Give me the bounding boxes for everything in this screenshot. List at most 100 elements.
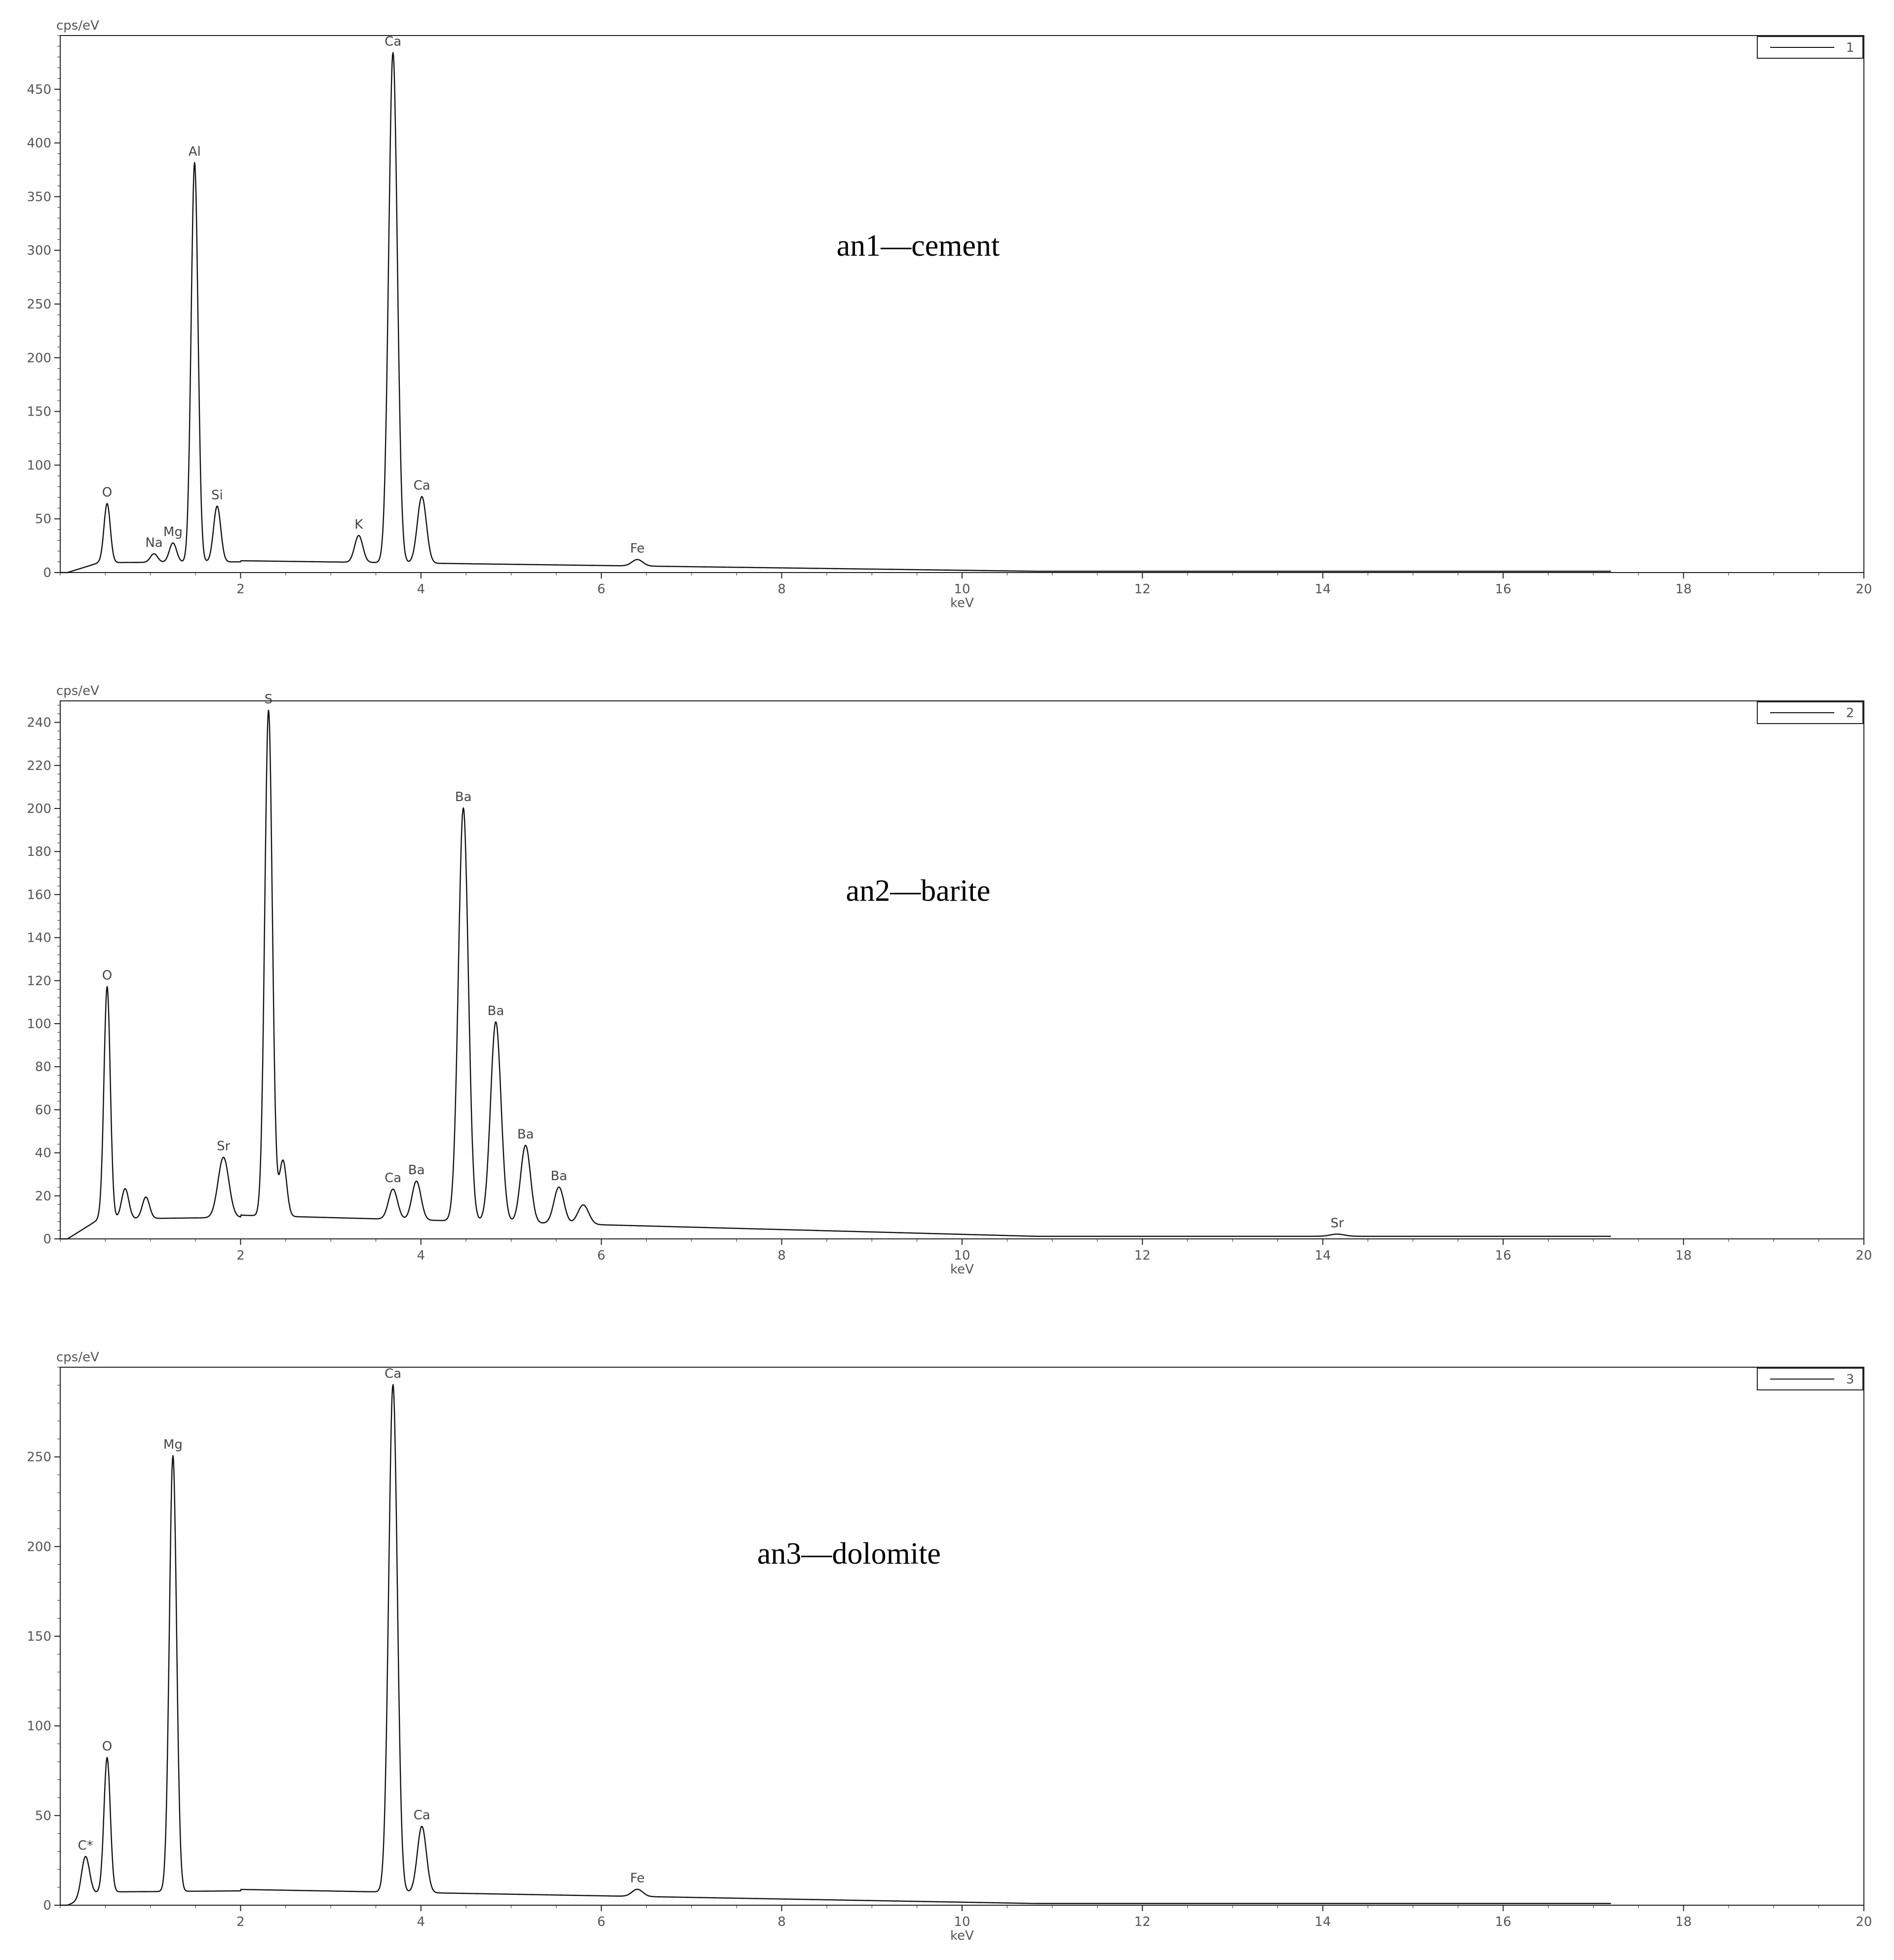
panel-2-y-tick-label: 180 <box>27 845 51 859</box>
panel-2-x-tick-label: 6 <box>597 1248 606 1263</box>
panel-1-sample-title: an1—cement <box>837 229 1000 263</box>
panel-3-y-tick-label: 100 <box>27 1719 51 1734</box>
panel-3-peak-label: O <box>102 1739 112 1754</box>
panel-2-peak-label: Sr <box>1330 1216 1344 1230</box>
panel-3-peak-label: Ca <box>385 1366 401 1381</box>
panel-1-x-tick-label: 6 <box>597 582 606 597</box>
panel-3-x-tick-label: 20 <box>1855 1915 1872 1929</box>
panel-1-y-tick-label: 400 <box>27 136 51 151</box>
panel-2-x-tick-label: 16 <box>1495 1248 1511 1263</box>
panel-2-x-tick-label: 2 <box>236 1248 245 1263</box>
panel-2-spectrum-line <box>60 709 1611 1240</box>
panel-2-x-tick-label: 8 <box>777 1248 786 1263</box>
panel-3-x-tick-label: 2 <box>236 1915 245 1929</box>
panel-1-peak-label: Mg <box>163 525 183 539</box>
panel-2-y-tick-label: 80 <box>35 1060 51 1075</box>
panel-1-x-tick-label: 14 <box>1314 582 1331 597</box>
panel-1-y-tick-label: 300 <box>27 243 51 258</box>
panel-1-x-tick-label: 4 <box>417 582 425 597</box>
panel-2-peak-label: Ba <box>550 1169 567 1184</box>
panel-1-y-tick-label: 50 <box>35 512 51 527</box>
panel-2-peak-label: Ba <box>488 1003 504 1018</box>
panel-2-y-tick-label: 220 <box>27 759 51 773</box>
panel-1-x-tick-label: 16 <box>1495 582 1511 597</box>
panel-3-peak-label: Ca <box>414 1808 430 1823</box>
panel-1-peak-label: K <box>354 517 363 532</box>
panel-2-y-tick-label: 200 <box>27 802 51 816</box>
panel-1-x-tick-label: 12 <box>1134 582 1151 597</box>
panel-1-peak-label: Si <box>211 488 223 502</box>
panel-2-y-tick-label: 20 <box>35 1189 51 1204</box>
panel-3-x-tick-label: 12 <box>1134 1915 1151 1929</box>
panel-3-y-tick-label: 250 <box>27 1450 51 1465</box>
panel-2-y-tick-label: 160 <box>27 887 51 902</box>
panel-3-x-tick-label: 16 <box>1495 1915 1511 1929</box>
panel-1-peak-label: Ca <box>414 478 430 493</box>
panel-3-x-tick-label: 8 <box>777 1915 786 1929</box>
panel-3-peak-label: Fe <box>630 1871 645 1886</box>
panel-2-peak-label: Ba <box>408 1163 425 1178</box>
panel-3-legend-label: 3 <box>1846 1372 1855 1387</box>
panel-2-y-tick-label: 140 <box>27 931 51 946</box>
panel-1-y-tick-label: 0 <box>43 566 51 580</box>
panel-3-y-tick-label: 200 <box>27 1539 51 1554</box>
panel-1-y-tick-label: 100 <box>27 458 51 473</box>
panel-2-y-axis-unit-label: cps/eV <box>56 684 99 698</box>
panel-1-peak-label: Fe <box>630 541 645 556</box>
panel-1-spectrum-line <box>60 52 1611 574</box>
panel-3-y-tick-label: 150 <box>27 1629 51 1644</box>
panel-3-x-tick-label: 4 <box>417 1915 425 1929</box>
panel-2-legend-label: 2 <box>1846 706 1855 721</box>
panel-1-x-tick-label: 2 <box>236 582 245 597</box>
panel-2-y-tick-label: 100 <box>27 1017 51 1032</box>
panel-2-x-tick-label: 12 <box>1134 1248 1151 1263</box>
panel-1-legend-label: 1 <box>1846 40 1855 55</box>
panel-2-peak-label: Ca <box>385 1171 401 1186</box>
panel-2-peak-label: O <box>102 968 112 983</box>
panel-1-y-tick-label: 150 <box>27 405 51 420</box>
panel-3-peak-label: Mg <box>163 1437 183 1452</box>
panel-2-y-tick-label: 60 <box>35 1103 51 1117</box>
panel-2-x-tick-label: 18 <box>1675 1248 1692 1263</box>
panel-1-y-tick-label: 450 <box>27 82 51 97</box>
panel-2-peak-label: Ba <box>517 1127 534 1142</box>
panel-1-peak-label: Na <box>145 536 162 550</box>
panel-3-x-tick-label: 10 <box>954 1915 970 1929</box>
panel-3-x-tick-label: 14 <box>1314 1915 1331 1929</box>
panel-1-y-axis-unit-label: cps/eV <box>56 18 99 33</box>
panel-1-x-tick-label: 18 <box>1675 582 1692 597</box>
panel-2-x-tick-label: 4 <box>417 1248 425 1263</box>
panel-2-peak-label: Sr <box>217 1139 231 1154</box>
panel-2-x-axis-label: keV <box>950 1262 974 1277</box>
panel-2-y-tick-label: 240 <box>27 716 51 730</box>
panel-3-y-tick-label: 50 <box>35 1808 51 1823</box>
panel-1-peak-label: O <box>102 485 112 500</box>
panel-1-x-axis-label: keV <box>950 596 974 611</box>
panel-2-x-tick-label: 14 <box>1314 1248 1331 1263</box>
panel-1-x-tick-label: 20 <box>1855 582 1872 597</box>
panel-3-peak-label: C* <box>78 1838 93 1853</box>
panel-2-x-tick-label: 20 <box>1855 1248 1872 1263</box>
panel-3-x-tick-label: 6 <box>597 1915 606 1929</box>
panel-2-peak-label: Ba <box>455 790 472 805</box>
panel-2-peak-label: S <box>265 692 273 707</box>
panel-1-x-tick-label: 8 <box>777 582 786 597</box>
panel-1-y-tick-label: 350 <box>27 190 51 204</box>
panel-1-y-tick-label: 250 <box>27 297 51 312</box>
panel-2-y-tick-label: 0 <box>43 1232 51 1247</box>
panel-1-y-tick-label: 200 <box>27 351 51 366</box>
panel-3-x-axis-label: keV <box>950 1928 974 1943</box>
panel-3-spectrum-line <box>60 1384 1611 1906</box>
panel-1-x-tick-label: 10 <box>954 582 970 597</box>
panel-3-x-tick-label: 18 <box>1675 1915 1692 1929</box>
panel-2-sample-title: an2—barite <box>846 874 991 908</box>
panel-2-y-tick-label: 40 <box>35 1146 51 1161</box>
panel-3-sample-title: an3—dolomite <box>757 1537 941 1571</box>
panel-2-x-tick-label: 10 <box>954 1248 970 1263</box>
panel-3-y-tick-label: 0 <box>43 1898 51 1913</box>
panel-3-y-axis-unit-label: cps/eV <box>56 1350 99 1365</box>
panel-2-y-tick-label: 120 <box>27 974 51 989</box>
panel-1-peak-label: Al <box>189 144 201 159</box>
